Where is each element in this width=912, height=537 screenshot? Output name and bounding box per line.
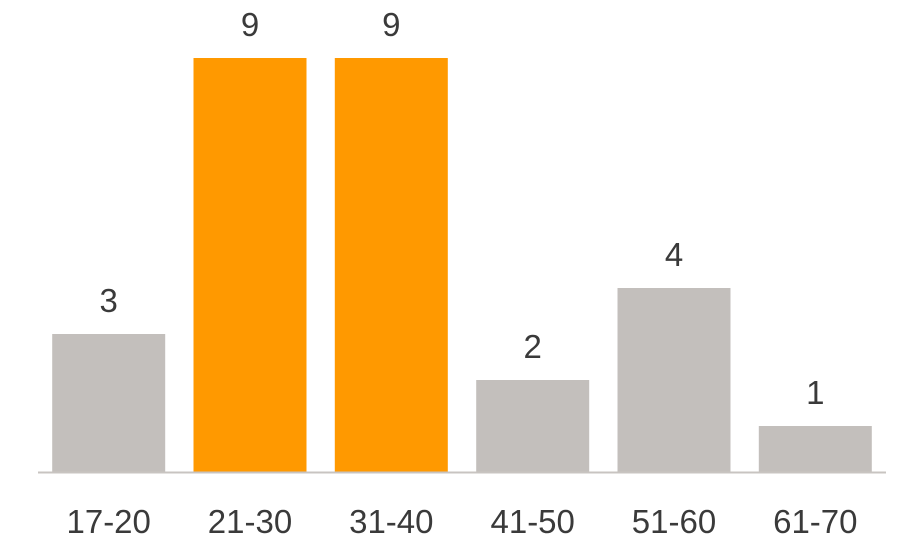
data-label-31-40: 9 [382,6,400,43]
bar-31-40 [334,58,448,472]
data-label-41-50: 2 [524,328,542,365]
data-label-61-70: 1 [806,374,824,411]
x-tick-label-21-30: 21-30 [208,503,292,537]
bar-21-30 [193,58,307,472]
data-label-21-30: 9 [241,6,259,43]
x-tick-label-17-20: 17-20 [66,503,150,537]
bar-17-20 [52,334,166,472]
x-tick-label-41-50: 41-50 [490,503,574,537]
bar-61-70 [758,426,872,472]
bar-51-60 [617,288,731,472]
data-label-17-20: 3 [100,282,118,319]
bar-41-50 [476,380,590,472]
x-tick-label-51-60: 51-60 [632,503,716,537]
x-tick-label-31-40: 31-40 [349,503,433,537]
data-label-51-60: 4 [665,236,683,273]
x-tick-label-61-70: 61-70 [773,503,857,537]
